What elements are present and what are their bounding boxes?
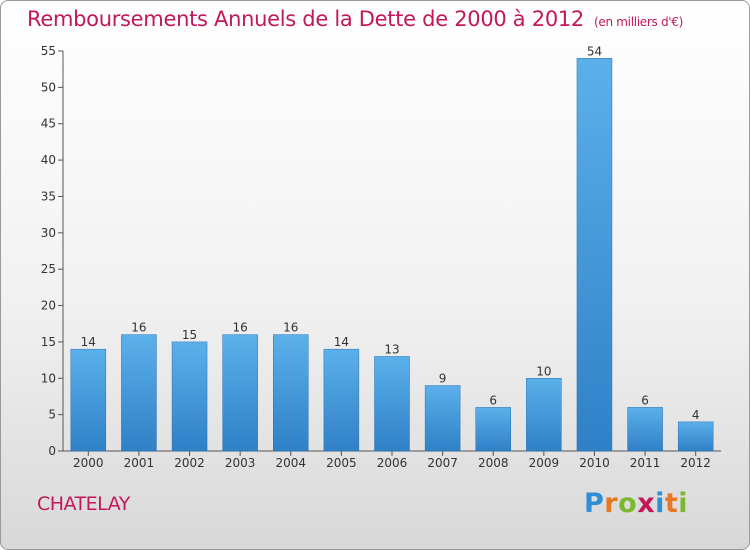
y-tick-label: 0 [48,444,56,458]
x-tick-label: 2011 [630,456,661,470]
x-tick-label: 2002 [174,456,205,470]
logo-letter: t [664,488,679,519]
bar-value-label: 16 [233,321,248,335]
bar-value-label: 16 [131,321,146,335]
x-tick-label: 2009 [529,456,560,470]
bar [526,378,562,452]
proxiti-logo: Proxiti [584,488,688,519]
x-tick-label: 2003 [225,456,256,470]
x-tick-label: 2006 [377,456,408,470]
logo-letter: i [678,488,689,519]
bar [273,334,309,452]
chart-title: Remboursements Annuels de la Dette de 20… [27,7,683,31]
x-tick-label: 2004 [275,456,306,470]
chart-subtitle: (en milliers d'€) [594,15,684,29]
y-tick-label: 10 [41,371,56,385]
x-tick-label: 2000 [73,456,104,470]
logo-letter: P [584,488,605,519]
chart-title-text: Remboursements Annuels de la Dette de 20… [27,7,584,31]
bar [475,407,511,452]
y-tick-label: 20 [41,299,56,313]
bar-value-label: 9 [439,372,447,386]
bar [627,407,663,452]
y-tick-label: 55 [41,44,56,58]
chart-axes: 0 5 10 15 20 25 30 35 40 45 50 55 2000 2001 2002 2003 20… [41,44,721,470]
y-tick-label: 40 [41,153,56,167]
y-tick-label: 15 [41,335,56,349]
logo-letter: i [655,488,665,519]
bar-value-label: 15 [182,328,197,342]
bar [171,341,208,452]
bar-value-label: 16 [283,321,298,335]
y-tick-label: 35 [41,189,56,203]
y-tick-label: 5 [48,408,56,422]
x-tick-label: 2010 [579,456,610,470]
y-tick-label: 25 [41,262,56,276]
x-tick-label: 2005 [326,456,357,470]
bar [374,356,410,452]
x-tick-label: 2012 [680,456,711,470]
bar [70,348,107,452]
bar-value-label: 54 [587,44,602,58]
x-tick-label: 2007 [427,456,458,470]
bar [222,334,258,452]
y-tick-label: 30 [41,226,56,240]
logo-letter: o [618,488,638,519]
x-tick-label: 2008 [478,456,509,470]
bar-value-label: 10 [536,364,551,378]
bar-value-label: 6 [641,393,649,407]
bar-value-label: 4 [692,408,700,422]
bar-value-label: 6 [489,393,497,407]
bar [576,58,613,452]
logo-letter: x [637,488,656,519]
bar [677,421,714,452]
bar-value-label: 14 [334,335,349,349]
y-tick-label: 50 [41,80,56,94]
logo-letter: r [604,488,619,519]
bar-value-label: 13 [384,342,399,356]
chart-bars: 14 16 15 16 16 14 13 9 6 10 54 6 4 [70,44,714,452]
x-tick-label: 2001 [124,456,155,470]
bar [121,334,157,452]
commune-name: CHATELAY [37,493,130,515]
bar [323,348,360,452]
bar [424,385,461,452]
bar-value-label: 14 [81,335,96,349]
y-tick-label: 45 [41,117,56,131]
